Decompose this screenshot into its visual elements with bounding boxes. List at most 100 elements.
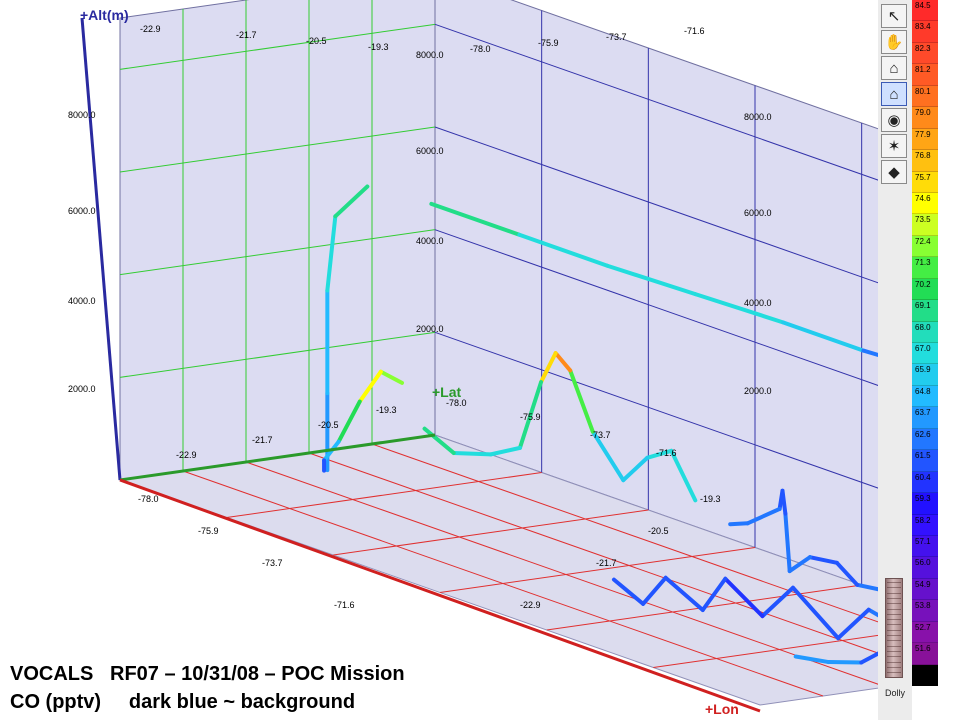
dolly-grip-line xyxy=(887,587,901,589)
track-segment-line xyxy=(336,399,362,444)
color-scale-swatch xyxy=(912,85,938,108)
dolly-grip-line xyxy=(887,645,901,647)
lon-axis-line xyxy=(119,478,761,713)
track-segment xyxy=(728,488,878,592)
track-segment-line xyxy=(855,582,878,592)
track-segment-line xyxy=(777,488,785,511)
color-scale-swatch xyxy=(912,150,938,172)
dolly-grip-line xyxy=(887,603,901,605)
lat-tick-label-top: -19.3 xyxy=(368,42,389,52)
alt-tick-label-middle: 8000.0 xyxy=(416,50,444,60)
track-segment-line xyxy=(333,184,370,219)
dolly-grip-line xyxy=(887,635,901,636)
dolly-slider[interactable] xyxy=(885,578,903,678)
floor-lon-label-right: -71.6 xyxy=(656,448,677,458)
color-scale-swatch xyxy=(912,42,938,65)
dolly-grip-line xyxy=(887,650,901,652)
track-segment-line xyxy=(325,214,338,293)
home-view-icon: ⌂ xyxy=(889,85,899,103)
track-segment-line xyxy=(357,369,383,404)
plot-walls xyxy=(119,0,878,706)
home-icon: ⌂ xyxy=(889,59,899,77)
floor-lat-label-right: -20.5 xyxy=(648,526,669,536)
track-segment-line xyxy=(605,263,698,297)
pointer-arrow-icon: ↖ xyxy=(887,7,901,25)
axis-labels: +Alt(m) +Lat +Lon 2000.0 2000.0 2000.0 4000.0 4… xyxy=(68,7,772,717)
floor-lon-label-left: -73.7 xyxy=(262,558,283,568)
lat-axis-line xyxy=(119,433,436,482)
track-segment-line xyxy=(663,575,705,613)
track-segment-line xyxy=(517,380,544,450)
lat-tick-label-top: -21.7 xyxy=(236,30,257,40)
color-scale-swatch xyxy=(912,578,938,601)
floor-lat-label: -22.9 xyxy=(176,450,197,460)
color-scale-swatch xyxy=(912,257,938,279)
hand-pan-tool-button[interactable]: ✋ xyxy=(881,30,907,54)
dolly-grip-line xyxy=(887,629,901,631)
color-scale-swatch xyxy=(912,278,938,301)
alt-axis-line xyxy=(80,17,122,481)
slide-caption: VOCALS RF07 – 10/31/08 – POC Mission CO … xyxy=(0,652,494,720)
floor-grid-line-lon xyxy=(226,472,542,518)
dolly-label: Dolly xyxy=(884,688,905,698)
lat-axis-label: +Lat xyxy=(432,384,462,400)
track-segment-line xyxy=(553,351,573,373)
lon-tick-label-top: -73.7 xyxy=(606,32,627,42)
floor-lon-label-right: -73.7 xyxy=(590,430,611,440)
home-tool-button[interactable]: ⌂ xyxy=(881,56,907,80)
floor-lat-label: -20.5 xyxy=(318,420,339,430)
track-segment-line xyxy=(539,351,558,385)
caption-line-1: VOCALS RF07 – 10/31/08 – POC Mission xyxy=(10,663,405,685)
grid-line-alt-left xyxy=(119,229,436,276)
color-scale-swatch xyxy=(912,192,938,215)
color-scale-swatch xyxy=(912,0,938,22)
track-segment-line xyxy=(590,429,626,483)
color-scale-swatch xyxy=(912,493,938,515)
grid-line-alt-left xyxy=(119,23,436,70)
lon-tick-label-top: -78.0 xyxy=(470,44,491,54)
color-scale-swatch xyxy=(912,214,938,236)
track-segment-line xyxy=(611,577,646,606)
color-scale-swatch xyxy=(912,235,938,258)
dolly-grip-line xyxy=(887,656,901,658)
color-scale-swatch xyxy=(912,300,938,322)
track-segment-line xyxy=(422,426,456,455)
flight-track-3d-plot[interactable]: +Alt(m) +Lat +Lon 2000.0 2000.0 2000.0 4000.0 4… xyxy=(0,0,878,720)
flight-track xyxy=(322,184,878,665)
home-view-tool-button[interactable]: ⌂ xyxy=(881,82,907,106)
alt-tick-label-right: 4000.0 xyxy=(744,298,772,308)
color-scale-swatch xyxy=(912,428,938,451)
pointer-arrow-tool-button[interactable]: ↖ xyxy=(881,4,907,28)
floor-grid-line-lon xyxy=(439,547,756,593)
alt-tick-label-left: 4000.0 xyxy=(68,296,96,306)
track-segment-line xyxy=(783,511,792,574)
track-segment-line xyxy=(787,555,812,574)
alt-axis-label: +Alt(m) xyxy=(80,7,129,23)
dolly-grip-line xyxy=(887,666,901,668)
color-scale-swatch xyxy=(912,171,938,193)
dolly-grip-line xyxy=(887,640,901,642)
track-segment-line xyxy=(378,369,404,385)
alt-tick-label-left: 8000.0 xyxy=(68,110,96,120)
color-scale-swatch xyxy=(912,643,938,665)
floor-lon-label-left: -78.0 xyxy=(138,494,159,504)
track-segment-line xyxy=(861,348,878,358)
color-scale-swatch xyxy=(912,21,938,43)
flashlight-tool-button[interactable]: ✶ xyxy=(881,134,907,158)
color-scale-swatch xyxy=(912,407,938,429)
track-segment xyxy=(429,201,878,358)
track-segment-line xyxy=(488,445,522,457)
floor-lat-label-right: -22.9 xyxy=(520,600,541,610)
floor-lon-label-left: -71.6 xyxy=(334,600,355,610)
track-segment-line xyxy=(700,576,728,613)
floor-lat-label-right: -21.7 xyxy=(596,558,617,568)
cube-tool-button[interactable]: ◆ xyxy=(881,160,907,184)
dolly-grip-line xyxy=(887,613,901,615)
track-segment-line xyxy=(859,651,878,665)
hand-pan-icon: ✋ xyxy=(884,33,904,51)
floor-lon-label-left: -75.9 xyxy=(198,526,219,536)
lon-axis-label: +Lon xyxy=(705,701,739,717)
eye-tool-button[interactable]: ◉ xyxy=(881,108,907,132)
dolly-grip-line xyxy=(887,672,901,674)
alt-tick-label-middle: 6000.0 xyxy=(416,146,444,156)
